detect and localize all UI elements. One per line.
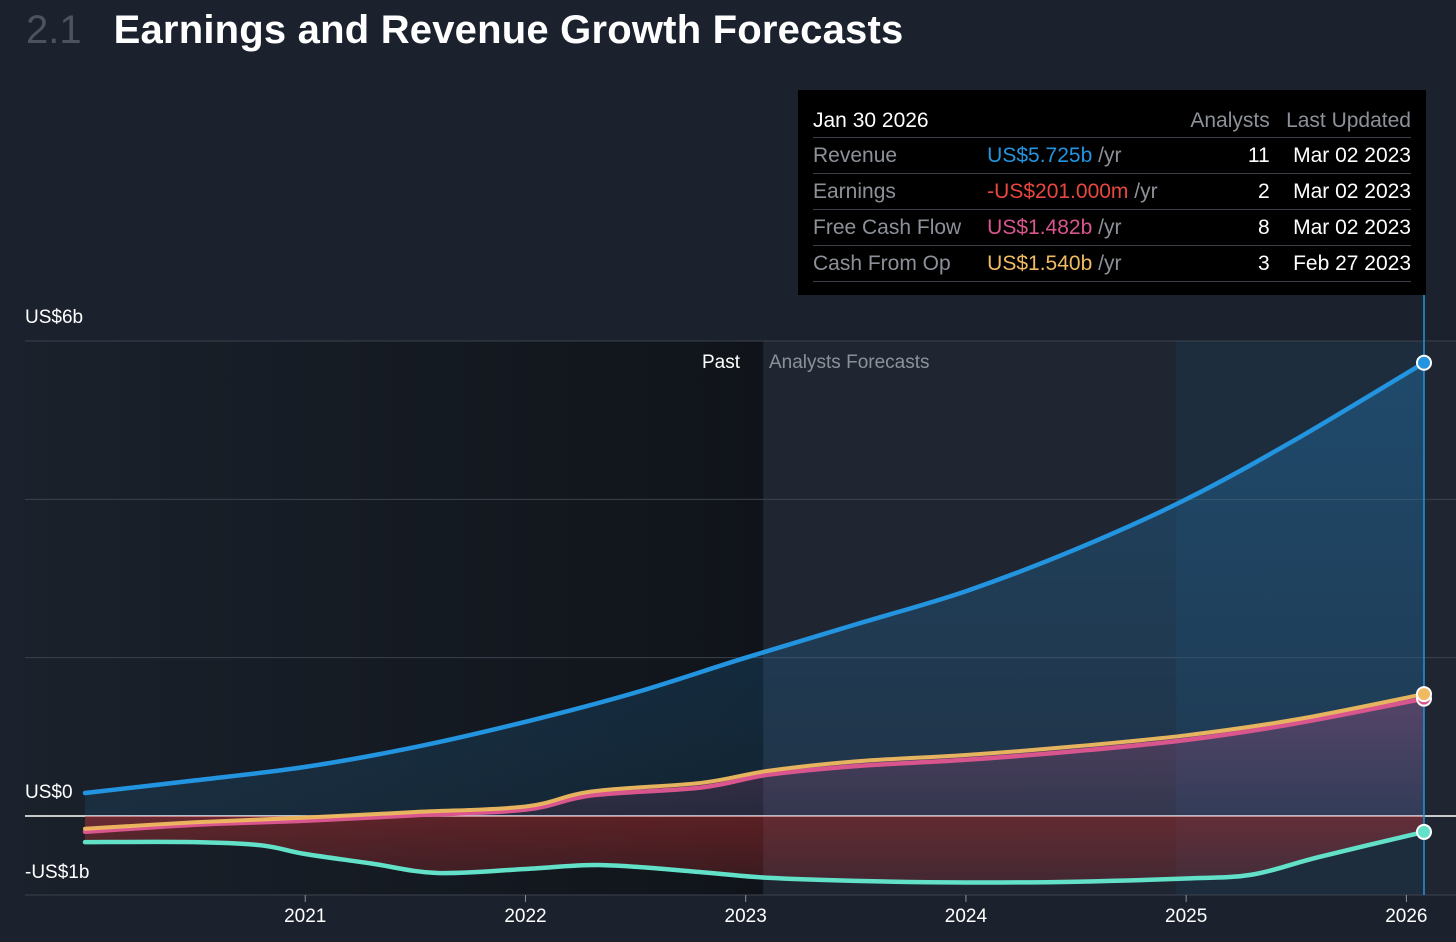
past-region-label: Past [701, 352, 740, 373]
tooltip-analysts: 2 [1258, 179, 1270, 203]
tooltip-unit: /yr [1098, 251, 1122, 275]
tooltip-label: Revenue [813, 143, 898, 167]
cash-from-op-line [83, 692, 1426, 831]
x-tick-label: 2026 [1385, 906, 1428, 927]
forecast-region-label: Analysts Forecasts [769, 352, 930, 373]
tooltip-date: Jan 30 2026 [813, 108, 929, 132]
tooltip-value-revenue: US$5.725b [987, 143, 1093, 167]
cash-from-op-marker [1416, 686, 1432, 703]
x-tick-label: 2024 [944, 906, 988, 927]
page-title: Earnings and Revenue Growth Forecasts [113, 8, 904, 52]
revenue-area [85, 362, 1424, 816]
tooltip-label: Free Cash Flow [813, 215, 962, 239]
tooltip-updated: Feb 27 2023 [1293, 251, 1411, 275]
x-tick-label: 2025 [1165, 906, 1208, 927]
y-tick-label-zero: US$0 [25, 782, 73, 803]
tooltip-label: Cash From Op [813, 251, 951, 275]
tooltip-value-earnings: -US$201.000m [987, 179, 1129, 203]
tooltip-row-cash-from-op: Cash From Op US$1.540b /yr 3 Feb 27 2023 [813, 246, 1411, 282]
x-tick-label: 2023 [724, 906, 767, 927]
header: 2.1 Earnings and Revenue Growth Forecast… [26, 8, 903, 58]
y-tick-label-top: US$6b [25, 307, 84, 328]
earnings-area [85, 816, 1424, 883]
x-tick-label: 2022 [504, 906, 547, 927]
earnings-marker [1416, 823, 1432, 840]
tooltip-label: Earnings [813, 179, 896, 203]
x-tick-label: 2021 [284, 906, 327, 927]
tooltip-row-revenue: Revenue US$5.725b /yr 11 Mar 02 2023 [813, 138, 1411, 174]
earnings-line [82, 829, 1427, 885]
tooltip-analysts: 11 [1247, 143, 1270, 167]
tooltip-col-last-updated: Last Updated [1286, 108, 1411, 132]
tooltip-analysts: 3 [1258, 251, 1270, 275]
tooltip-updated: Mar 02 2023 [1293, 143, 1411, 167]
tooltip-updated: Mar 02 2023 [1293, 215, 1411, 239]
tooltip-value-free-cash-flow: US$1.482b [987, 215, 1093, 239]
y-tick-label-bottom: -US$1b [25, 862, 90, 883]
free-cash-flow-line [82, 696, 1427, 835]
tooltip-updated: Mar 02 2023 [1293, 179, 1411, 203]
tooltip-unit: /yr [1098, 215, 1122, 239]
tooltip-analysts: 8 [1258, 215, 1270, 239]
tooltip-row-free-cash-flow: Free Cash Flow US$1.482b /yr 8 Mar 02 20… [813, 210, 1411, 246]
cash-flow-area [85, 694, 1424, 829]
data-tooltip: Jan 30 2026 Analysts Last Updated Revenu… [798, 90, 1426, 295]
tooltip-unit: /yr [1098, 143, 1122, 167]
tooltip-unit: /yr [1134, 179, 1158, 203]
tooltip-col-analysts: Analysts [1190, 108, 1270, 132]
section-number: 2.1 [26, 8, 82, 52]
tooltip-value-cash-from-op: US$1.540b [987, 251, 1093, 275]
tooltip-header: Jan 30 2026 Analysts Last Updated [813, 104, 1411, 138]
revenue-line [82, 360, 1427, 796]
revenue-marker [1416, 354, 1432, 371]
tooltip-row-earnings: Earnings -US$201.000m /yr 2 Mar 02 2023 [813, 174, 1411, 210]
